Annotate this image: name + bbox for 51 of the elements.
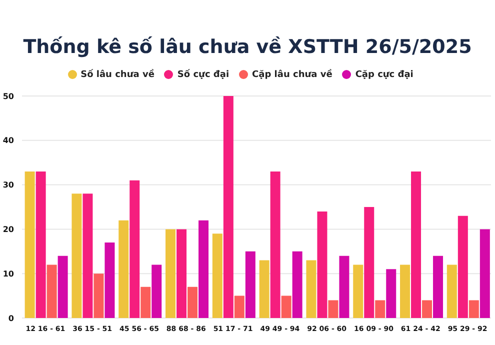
bar bbox=[446, 264, 457, 318]
legend-label: Số lâu chưa về bbox=[80, 70, 154, 80]
bar bbox=[339, 256, 350, 318]
bar bbox=[375, 300, 386, 318]
bar bbox=[166, 229, 176, 318]
y-tick-label: 40 bbox=[2, 136, 14, 146]
bar bbox=[317, 211, 328, 318]
bar bbox=[198, 220, 209, 318]
bar bbox=[223, 96, 234, 318]
bar bbox=[422, 300, 432, 318]
bar bbox=[468, 300, 479, 318]
legend-label: Cặp lâu chưa về bbox=[252, 70, 332, 80]
bar bbox=[458, 216, 468, 318]
bar bbox=[234, 296, 244, 318]
bar bbox=[82, 194, 93, 318]
bar bbox=[104, 242, 115, 318]
legend-label: Cặp cực đại bbox=[355, 70, 414, 80]
bar bbox=[353, 264, 364, 318]
bar bbox=[245, 251, 256, 318]
bar bbox=[364, 207, 374, 318]
y-tick-label: 30 bbox=[2, 180, 14, 190]
y-tick-label: 0 bbox=[8, 314, 14, 323]
y-tick-label: 50 bbox=[2, 92, 14, 101]
chart-title: Thống kê số lâu chưa về XSTTH 26/5/2025 bbox=[22, 36, 473, 58]
bar bbox=[386, 269, 396, 318]
bar bbox=[400, 264, 410, 318]
bar bbox=[306, 260, 316, 318]
bar bbox=[270, 171, 280, 318]
bar bbox=[328, 300, 338, 318]
y-tick-label: 20 bbox=[2, 225, 14, 234]
bar bbox=[24, 171, 35, 318]
bar bbox=[46, 264, 57, 318]
bar bbox=[130, 180, 140, 318]
bar bbox=[212, 234, 222, 318]
bar bbox=[259, 260, 270, 318]
bar bbox=[36, 171, 46, 318]
bar bbox=[72, 194, 82, 318]
bar bbox=[480, 229, 490, 318]
bar bbox=[176, 229, 187, 318]
bar bbox=[94, 274, 104, 318]
bar bbox=[188, 286, 198, 318]
bar bbox=[118, 220, 129, 318]
y-tick-label: 10 bbox=[2, 269, 14, 278]
bar bbox=[411, 171, 422, 318]
bar bbox=[152, 264, 162, 318]
bar bbox=[140, 286, 151, 318]
legend-label: Số cực đại bbox=[177, 70, 230, 80]
bar bbox=[58, 256, 68, 318]
bar bbox=[433, 256, 444, 318]
bar bbox=[281, 296, 292, 318]
bar bbox=[292, 251, 302, 318]
